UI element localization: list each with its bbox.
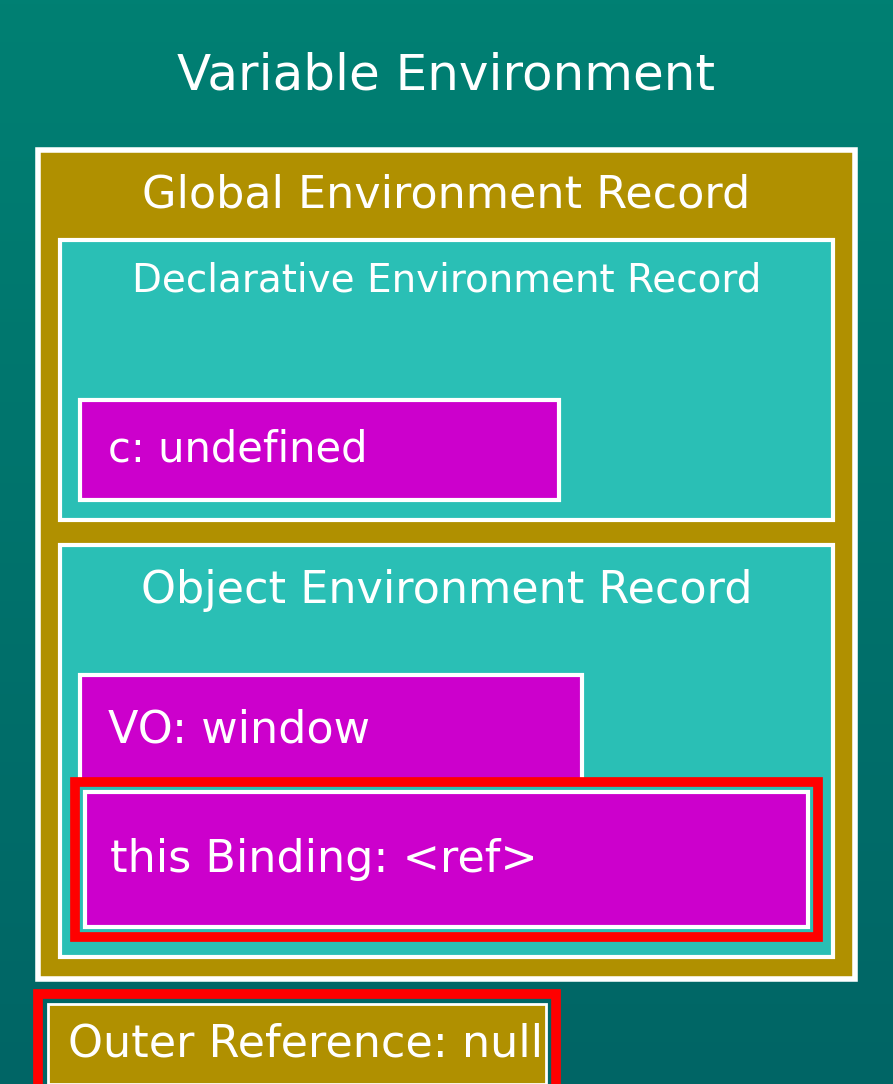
Text: VO: window: VO: window bbox=[108, 709, 370, 751]
Bar bbox=[38, 150, 855, 979]
Bar bbox=[75, 782, 818, 937]
Bar bbox=[38, 994, 556, 1084]
Bar bbox=[60, 545, 833, 957]
Bar bbox=[85, 792, 808, 927]
Text: Variable Environment: Variable Environment bbox=[178, 51, 715, 99]
Text: Object Environment Record: Object Environment Record bbox=[141, 568, 752, 611]
Text: this Binding: <ref>: this Binding: <ref> bbox=[110, 838, 538, 881]
Bar bbox=[60, 240, 833, 520]
Text: c: undefined: c: undefined bbox=[108, 429, 368, 472]
Bar bbox=[48, 1004, 546, 1084]
Bar bbox=[80, 400, 559, 500]
Text: Declarative Environment Record: Declarative Environment Record bbox=[132, 261, 761, 299]
Text: Outer Reference: null: Outer Reference: null bbox=[68, 1022, 543, 1066]
Bar bbox=[80, 675, 582, 785]
Text: Global Environment Record: Global Environment Record bbox=[142, 173, 751, 217]
